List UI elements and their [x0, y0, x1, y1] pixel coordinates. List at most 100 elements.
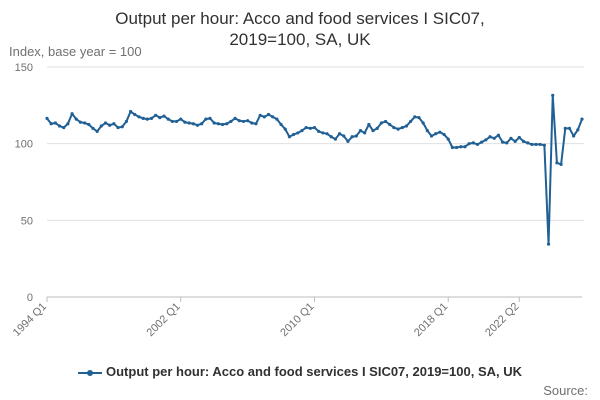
data-point	[542, 143, 546, 147]
data-point	[154, 113, 158, 117]
data-point	[530, 142, 534, 147]
data-point	[559, 162, 563, 166]
data-point	[204, 117, 208, 121]
data-point	[149, 116, 154, 120]
data-point	[396, 127, 400, 131]
data-point	[246, 119, 250, 123]
data-point	[337, 132, 342, 136]
data-point	[233, 116, 237, 120]
data-point	[53, 121, 57, 125]
data-point	[200, 122, 204, 126]
x-axis: 1994 Q1 2002 Q1 2010 Q1 2018 Q1 2022 Q2	[11, 296, 582, 339]
data-point	[413, 115, 417, 119]
data-point	[475, 142, 480, 147]
data-point	[254, 122, 258, 126]
data-point	[191, 122, 195, 126]
data-point	[57, 124, 62, 128]
data-point	[287, 135, 292, 139]
data-point	[241, 119, 246, 124]
data-point	[379, 121, 383, 125]
data-point	[187, 121, 191, 125]
data-point	[99, 124, 103, 128]
data-point	[279, 122, 283, 127]
data-point	[467, 142, 471, 146]
data-point	[91, 126, 95, 130]
data-point	[225, 122, 229, 126]
data-point	[321, 131, 325, 135]
data-point	[108, 123, 112, 127]
data-point	[567, 126, 572, 130]
data-point	[363, 131, 367, 135]
data-point	[409, 119, 413, 124]
data-point	[526, 141, 530, 145]
data-point	[442, 132, 446, 137]
data-point	[521, 139, 526, 143]
data-point	[551, 93, 555, 97]
data-point	[66, 122, 70, 126]
chart-title: Output per hour: Acco and food services …	[0, 8, 600, 50]
y-tick-label-150: 150	[15, 62, 33, 74]
data-point	[141, 116, 145, 120]
y-tick-label-50: 50	[21, 215, 33, 227]
y-axis-label: Index, base year = 100	[9, 44, 142, 59]
data-point	[534, 142, 538, 147]
data-point	[505, 141, 509, 145]
data-point	[383, 119, 388, 124]
data-point	[179, 117, 183, 121]
data-point	[367, 122, 371, 127]
data-point	[166, 117, 170, 121]
data-point	[137, 115, 141, 119]
data-point	[170, 119, 174, 124]
data-point	[392, 125, 396, 130]
data-point	[78, 120, 83, 124]
data-point	[429, 134, 434, 138]
data-point	[350, 135, 354, 139]
data-point	[325, 132, 329, 136]
data-point	[500, 140, 505, 144]
data-point	[517, 135, 521, 140]
data-point	[300, 129, 304, 133]
y-tick-label-0: 0	[27, 292, 33, 304]
x-tick-label-2018-Q1: 2018 Q1	[412, 301, 450, 339]
data-point	[450, 145, 455, 150]
data-point	[266, 112, 271, 117]
data-point	[425, 129, 429, 133]
data-point	[208, 116, 212, 120]
data-point	[580, 117, 584, 121]
data-point	[120, 125, 124, 129]
x-tick-label-1994-Q1: 1994 Q1	[11, 301, 49, 339]
chart-title-line-1: Output per hour: Acco and food services …	[115, 9, 485, 28]
data-point	[258, 113, 262, 117]
data-point	[563, 126, 567, 130]
data-point	[304, 125, 308, 130]
data-point	[471, 141, 475, 145]
data-point	[463, 145, 467, 149]
data-point	[112, 122, 116, 126]
x-tick-label-2022-Q2: 2022 Q2	[483, 301, 521, 339]
data-point	[183, 120, 187, 124]
data-point	[216, 122, 220, 126]
data-point	[421, 121, 425, 125]
legend[interactable]: Output per hour: Acco and food services …	[0, 364, 600, 379]
data-point	[513, 139, 517, 143]
data-point	[174, 119, 179, 124]
data-point	[283, 127, 287, 131]
y-tick-label-100: 100	[15, 139, 33, 151]
data-point	[576, 128, 580, 132]
data-point	[145, 117, 149, 121]
data-point	[271, 115, 275, 119]
data-point	[83, 121, 87, 125]
data-point	[103, 121, 108, 125]
data-point	[133, 112, 137, 117]
data-point	[484, 138, 488, 142]
data-point	[459, 145, 463, 149]
data-point	[446, 137, 450, 141]
data-point	[492, 136, 496, 140]
data-point	[162, 114, 166, 118]
data-point	[333, 137, 337, 141]
data-point	[262, 115, 266, 119]
data-point	[496, 133, 501, 137]
data-point	[342, 134, 346, 138]
data-point	[371, 129, 375, 133]
